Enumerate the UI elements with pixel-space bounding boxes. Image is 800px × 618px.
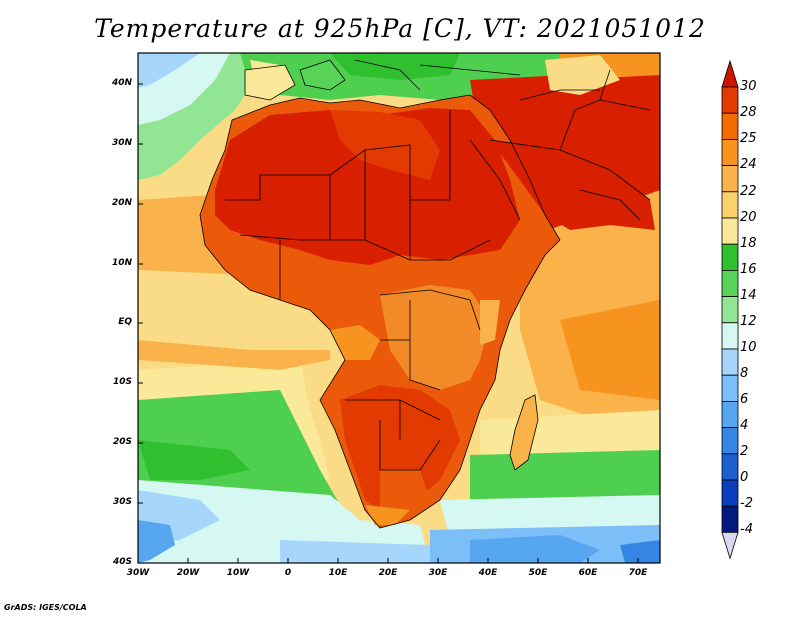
colorbar-label: 16	[740, 262, 757, 277]
lon-label: 0	[284, 568, 292, 578]
lon-label: 10W	[226, 568, 250, 578]
lat-label: 10S	[112, 377, 132, 387]
colorbar-label: 22	[740, 184, 757, 199]
colorbar-swatch	[721, 191, 739, 219]
colorbar-label: 6	[740, 392, 749, 407]
lon-label: 20E	[378, 568, 398, 578]
colorbar-swatch	[721, 296, 739, 324]
lon-label: 10E	[328, 568, 348, 578]
lat-label: 10N	[111, 258, 132, 268]
colorbar-label: 20	[740, 210, 757, 225]
colorbar-label: 8	[740, 366, 749, 381]
colorbar-label: -4	[740, 522, 753, 537]
colorbar-swatch	[721, 86, 739, 114]
colorbar-label: 24	[740, 157, 757, 172]
colorbar-label: 30	[740, 79, 757, 94]
colorbar-swatch	[721, 400, 739, 428]
colorbar-swatch	[721, 427, 739, 455]
map-title: Temperature at 925hPa [C], VT: 202105101…	[94, 14, 706, 43]
map-frame	[137, 52, 661, 564]
colorbar-swatch	[721, 112, 739, 140]
lon-label: 70E	[628, 568, 648, 578]
colorbar-label: 12	[740, 314, 757, 329]
colorbar-label: 10	[740, 340, 757, 355]
colorbar-swatch	[721, 243, 739, 271]
colorbar-swatch	[721, 505, 739, 533]
colorbar-swatch	[721, 138, 739, 166]
colorbar-swatch	[721, 348, 739, 376]
lat-label: 20S	[112, 437, 132, 447]
axis-ticks	[138, 83, 639, 563]
lon-label: 40E	[478, 568, 498, 578]
lon-label: 30E	[428, 568, 448, 578]
colorbar-overflow-bottom	[721, 532, 739, 560]
colorbar-label: 2	[740, 444, 749, 459]
colorbar-label: 28	[740, 105, 757, 120]
lat-label: 30S	[112, 497, 132, 507]
colorbar-swatch	[721, 165, 739, 193]
lon-label: 30W	[126, 568, 150, 578]
colorbar-label: 25	[740, 131, 757, 146]
colorbar-overflow-top	[721, 59, 739, 88]
lat-label: 30N	[111, 138, 132, 148]
colorbar-swatch	[721, 217, 739, 245]
credit-text: GrADS: IGES/COLA	[4, 603, 87, 612]
colorbar-label: 18	[740, 236, 757, 251]
colorbar-label: 0	[740, 470, 749, 485]
colorbar-label: -2	[740, 496, 753, 511]
colorbar-label: 14	[740, 288, 757, 303]
lat-label: 40N	[111, 78, 132, 88]
madagascar	[510, 395, 538, 470]
colorbar-swatch	[721, 479, 739, 507]
colorbar	[721, 59, 739, 560]
lon-label: 20W	[176, 568, 200, 578]
temperature-field	[138, 53, 660, 563]
colorbar-swatch	[721, 322, 739, 350]
borders	[199, 59, 651, 529]
lat-label: EQ	[118, 317, 132, 327]
colorbar-label: 4	[740, 418, 749, 433]
lat-label: 20N	[111, 198, 132, 208]
lon-label: 50E	[528, 568, 548, 578]
colorbar-swatch	[721, 453, 739, 481]
colorbar-swatch	[721, 269, 739, 297]
lat-label: 40S	[112, 557, 132, 567]
lon-label: 60E	[578, 568, 598, 578]
colorbar-swatch	[721, 374, 739, 402]
